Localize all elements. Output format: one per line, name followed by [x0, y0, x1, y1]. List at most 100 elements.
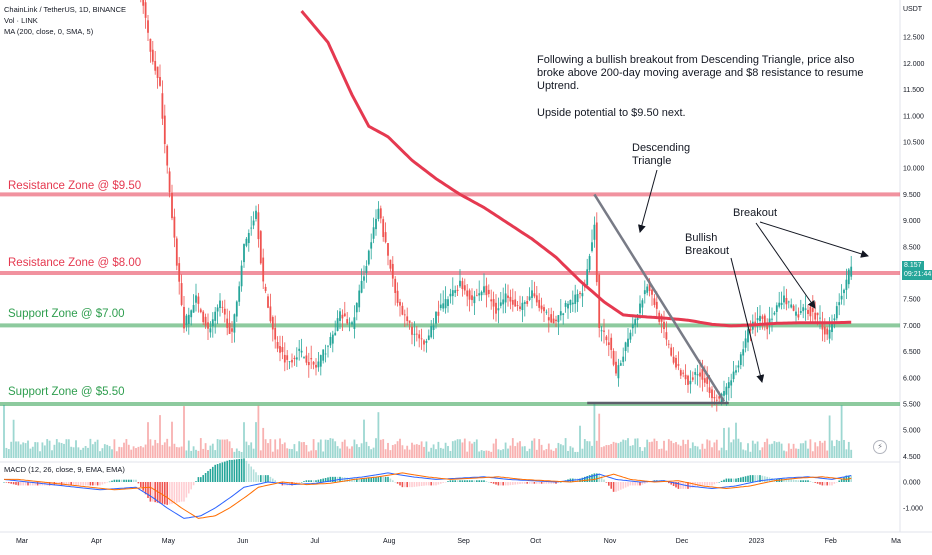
macd-histogram-bar — [183, 482, 185, 502]
candle-body — [247, 233, 250, 244]
time-tick-label: Feb — [825, 538, 837, 545]
candle-body — [538, 299, 541, 308]
candle-body — [303, 357, 305, 359]
macd-histogram-bar — [754, 475, 756, 482]
candle-body — [759, 315, 761, 322]
time-tick-label: Oct — [530, 538, 541, 545]
candle-body — [348, 322, 351, 324]
macd-histogram-bar — [399, 482, 401, 486]
candle-body — [838, 302, 841, 306]
candle-body — [615, 361, 617, 374]
macd-histogram-bar — [488, 482, 490, 483]
macd-histogram-bar — [461, 480, 464, 482]
macd-histogram-bar — [380, 476, 382, 482]
macd-histogram-bar — [262, 475, 264, 482]
volume-bar — [135, 448, 137, 458]
candle-body — [826, 328, 829, 335]
volume-bar — [391, 445, 394, 458]
candle-body — [691, 377, 694, 380]
volume-bar — [293, 444, 296, 458]
candle-body — [341, 314, 344, 319]
macd-histogram-bar — [749, 475, 752, 482]
volume-bar — [667, 439, 670, 458]
macd-histogram-bar — [550, 482, 552, 484]
candle-body — [586, 269, 589, 286]
macd-histogram-bar — [420, 482, 423, 487]
macd-histogram-bar — [406, 482, 408, 488]
macd-legend-text[interactable]: MACD (12, 26, close, 9, EMA, EMA) — [4, 465, 125, 474]
macd-histogram-bar — [3, 482, 5, 483]
volume-bar — [807, 448, 809, 458]
zone-band — [0, 323, 900, 328]
lightning-icon[interactable]: ⚡ — [873, 440, 887, 454]
candle-body — [761, 316, 764, 319]
volume-bar — [454, 440, 457, 458]
candle-body — [579, 292, 581, 295]
volume-bar — [737, 438, 740, 458]
bullish-breakout-label: Bullish Breakout — [685, 232, 729, 258]
volume-bar — [300, 442, 303, 458]
candle-body — [175, 238, 178, 266]
volume-bar — [365, 441, 368, 458]
volume-bar — [636, 438, 639, 458]
macd-histogram-bar — [243, 458, 245, 482]
time-tick-label: Sep — [457, 538, 470, 545]
volume-bar — [403, 449, 406, 458]
volume-bar — [816, 446, 819, 458]
candle-body — [252, 220, 255, 226]
volume-bar — [771, 443, 773, 458]
candle-body — [557, 315, 560, 323]
macd-histogram-bar — [202, 475, 204, 482]
macd-histogram-bar — [233, 459, 236, 482]
volume-bar — [55, 439, 58, 458]
candle-body — [367, 250, 370, 265]
macd-histogram-bar — [692, 482, 694, 488]
volume-bar — [809, 439, 812, 458]
macd-histogram-bar — [140, 482, 142, 488]
volume-bar — [850, 449, 853, 458]
price-tick-label: 12.000 — [903, 61, 925, 68]
candle-body — [571, 302, 574, 305]
candle-body — [655, 301, 658, 309]
candle-body — [610, 337, 613, 350]
candle-body — [703, 378, 706, 383]
macd-histogram-bar — [596, 473, 598, 482]
volume-bar — [718, 450, 721, 458]
volume-bar — [89, 438, 92, 458]
volume-bar — [406, 445, 409, 458]
candle-body — [835, 306, 838, 319]
volume-bar — [99, 451, 101, 458]
volume-bar — [425, 441, 428, 458]
volume-bar — [653, 438, 656, 458]
macd-panel — [3, 458, 852, 519]
ma-legend[interactable]: MA (200, close, 0, SMA, 5) — [4, 27, 94, 36]
candle-body — [607, 342, 610, 346]
candle-body — [365, 266, 368, 273]
symbol-title[interactable]: ChainLink / TetherUS, 1D, BINANCE — [4, 5, 126, 14]
candle-body — [624, 342, 627, 352]
candle-body — [507, 295, 509, 298]
macd-histogram-bar — [68, 482, 70, 486]
macd-histogram-bar — [526, 482, 528, 484]
volume-bar — [339, 448, 341, 458]
volume-bar — [475, 439, 478, 458]
macd-histogram-bar — [305, 480, 308, 482]
candle-body — [833, 318, 836, 321]
macd-histogram-bar — [356, 478, 358, 482]
macd-histogram-bar — [821, 482, 824, 486]
macd-histogram-bar — [555, 482, 557, 484]
bullish-breakout-label-line: Bullish — [685, 232, 718, 244]
price-tick-label: 9.000 — [903, 218, 921, 225]
macd-histogram-bar — [831, 482, 833, 486]
macd-histogram-bar — [771, 477, 773, 482]
volume-bar — [24, 443, 27, 458]
macd-tick-label: -1.000 — [903, 506, 923, 513]
macd-histogram-bar — [423, 482, 425, 486]
macd-histogram-bar — [221, 462, 224, 482]
candle-body — [233, 314, 236, 333]
macd-histogram-bar — [440, 482, 442, 484]
macd-histogram-bar — [536, 482, 538, 484]
volume-bar — [228, 441, 231, 458]
volume-legend[interactable]: Vol · LINK — [4, 16, 38, 25]
macd-histogram-bar — [456, 480, 459, 482]
